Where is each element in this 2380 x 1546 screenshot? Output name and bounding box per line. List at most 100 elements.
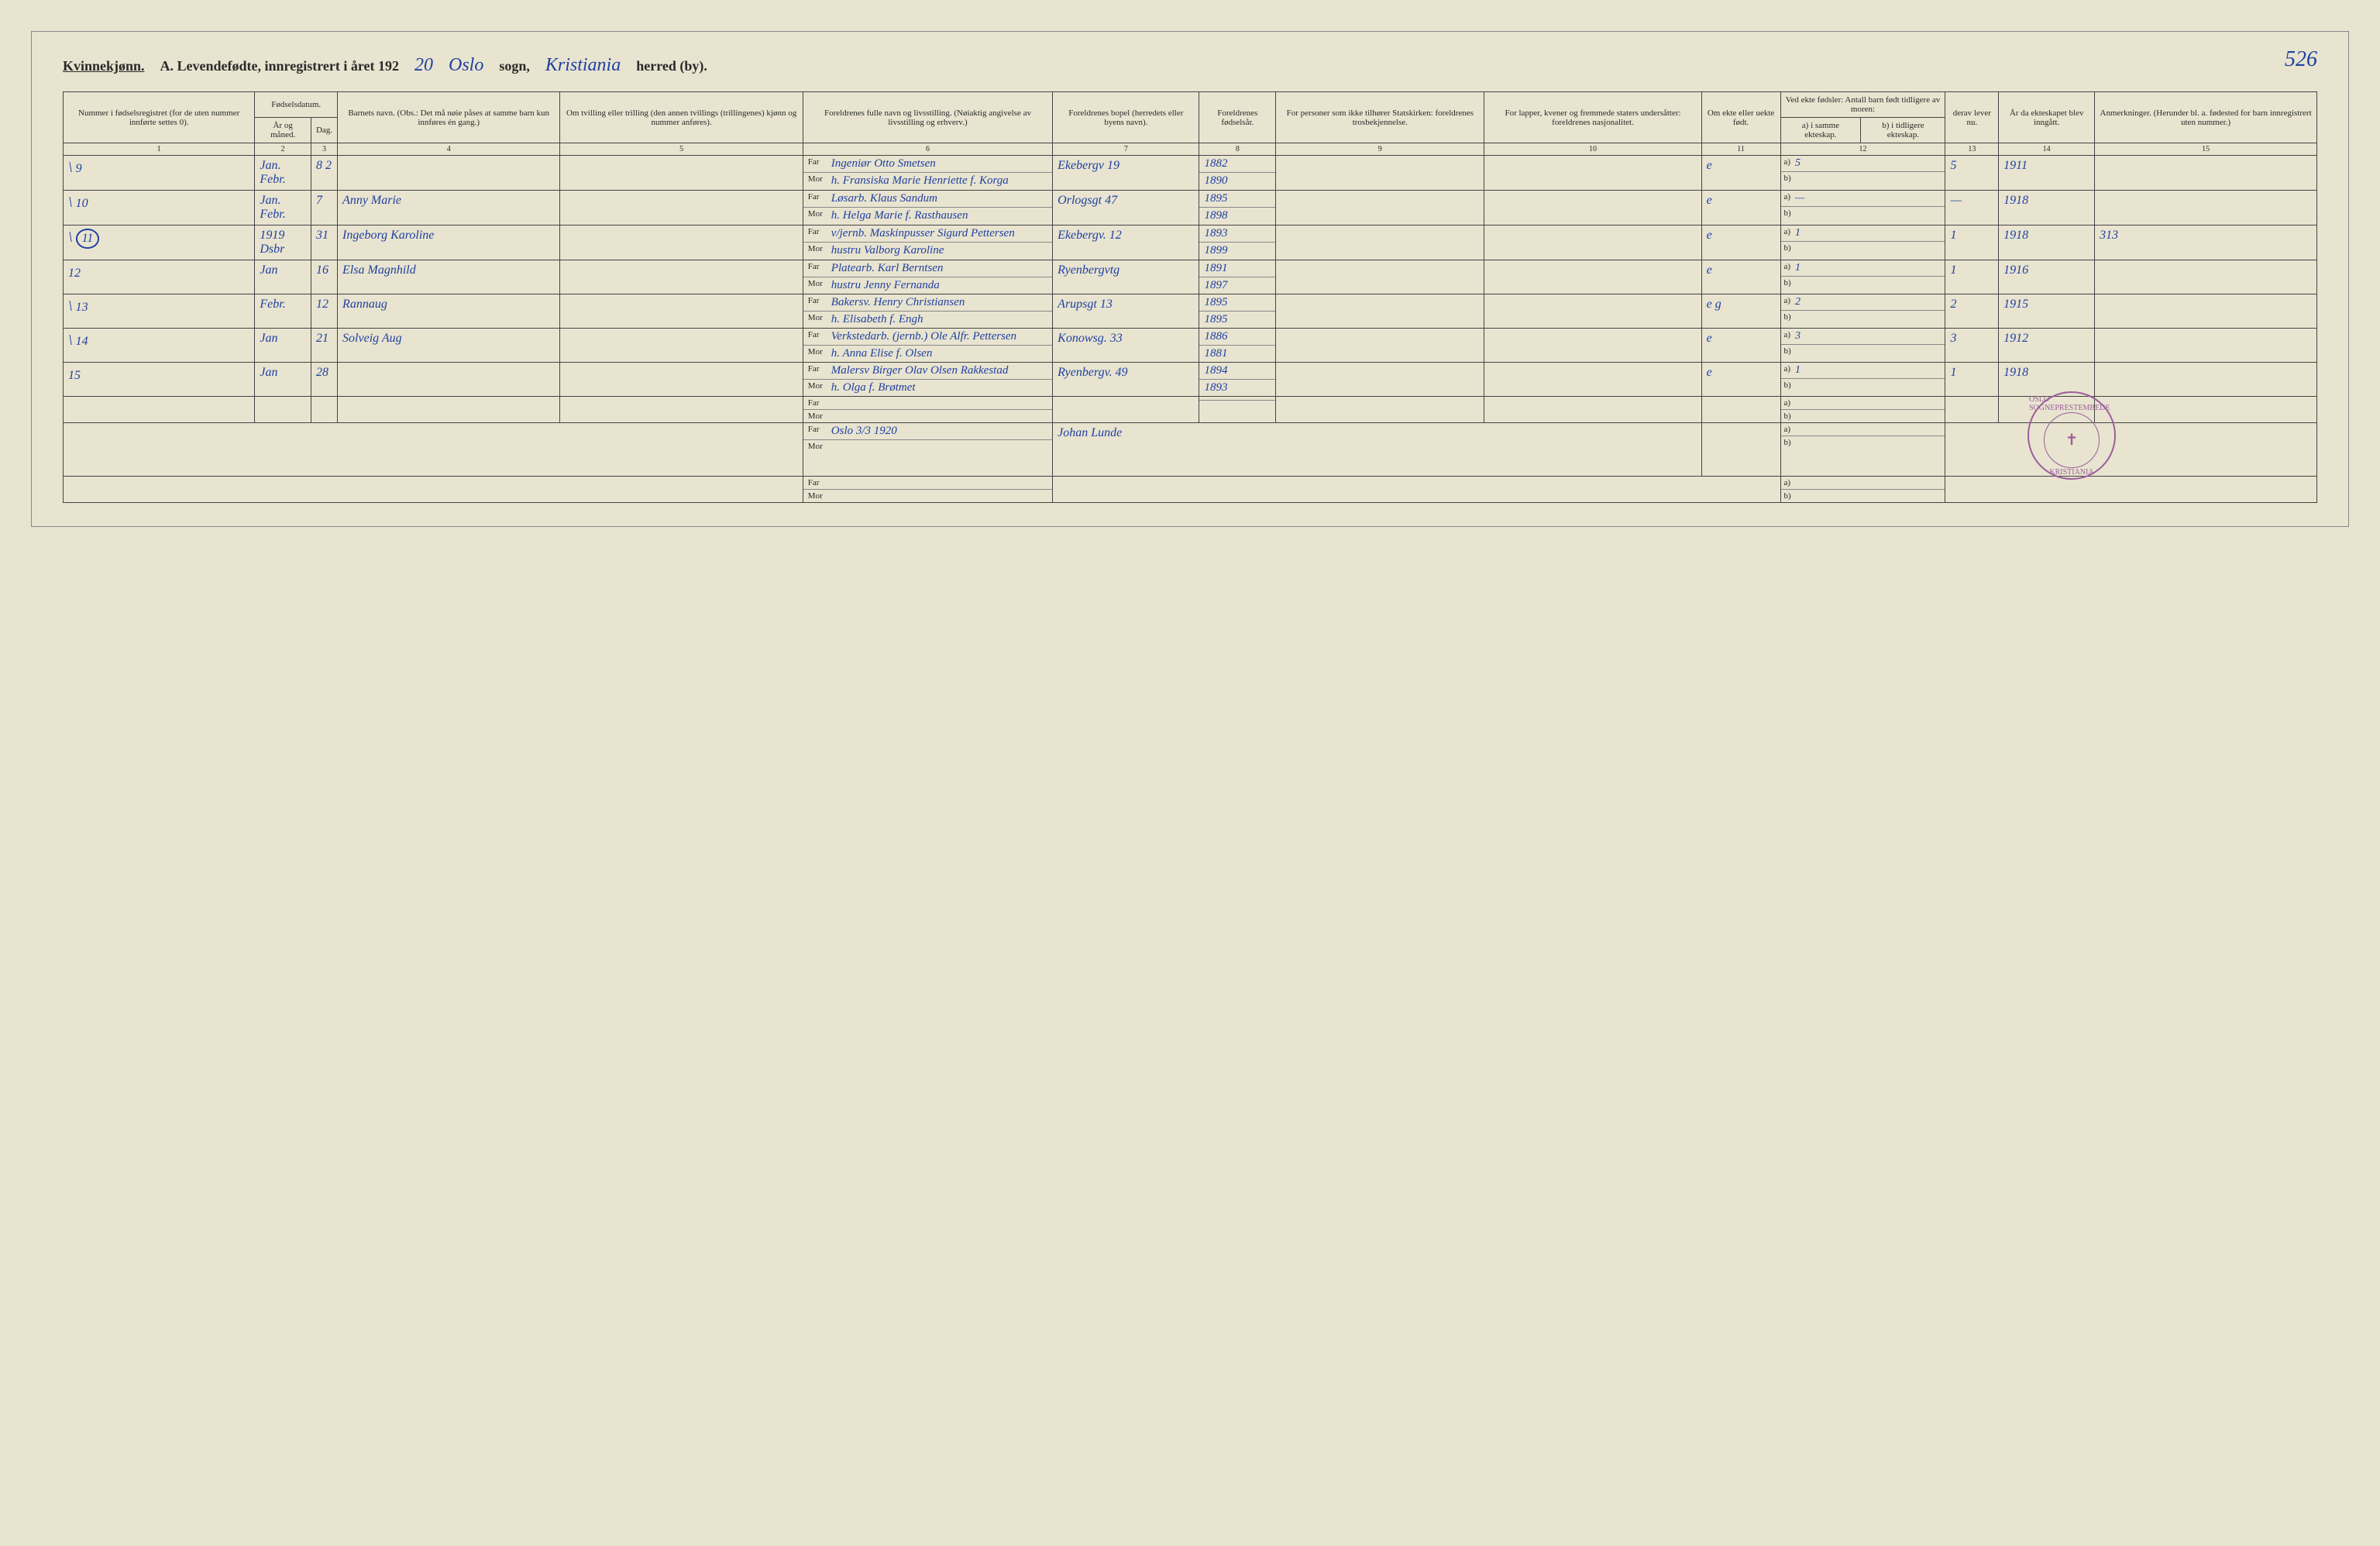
cell-marriage: 1918	[1999, 226, 2095, 260]
colnum: 5	[560, 143, 803, 156]
cell-parents: FarBakersv. Henry ChristiansenMorh. Elis…	[803, 294, 1052, 329]
far-value: Malersv Birger Olav Olsen Rakkestad	[831, 364, 1047, 377]
colnum: 14	[1999, 143, 2095, 156]
cell-bopel: Ryenbergv. 49	[1053, 363, 1199, 397]
col-7: Foreldrenes bopel (herredets eller byens…	[1053, 92, 1199, 143]
cell-ekte: e	[1701, 226, 1780, 260]
cell-parents-empty: FarOslo 3/3 1920Mor	[803, 423, 1052, 477]
cell-anm	[2095, 294, 2317, 329]
cell-rel	[1276, 363, 1484, 397]
mor-value: h. Fransiska Marie Henriette f. Korga	[831, 174, 1047, 188]
cell-num: \ 9	[64, 156, 255, 191]
colnum: 11	[1701, 143, 1780, 156]
col-2a: År og måned.	[255, 118, 311, 143]
page-header: Kvinnekjønn. A. Levendefødte, innregistr…	[63, 55, 2317, 76]
col-2b: Dag.	[311, 118, 337, 143]
sogn-value: Oslo	[449, 55, 483, 76]
cell-bopel: Orlogsgt 47	[1053, 191, 1199, 226]
far-label: Far	[808, 227, 831, 240]
cell-parents: FarMalersv Birger Olav Olsen RakkestadMo…	[803, 363, 1052, 397]
cell-day: 28	[311, 363, 337, 397]
parish-stamp: OSLO SOGNEPRESTEMBEDE ✝ KRISTIANIA	[2027, 391, 2116, 480]
title-prefix: A. Levendefødte, innregistrert i året 19…	[160, 58, 399, 74]
cell-ab: a)1b)	[1780, 226, 1945, 260]
cell-parents: FarVerkstedarb. (jernb.) Ole Alfr. Pette…	[803, 329, 1052, 363]
cell-num: \ 10	[64, 191, 255, 226]
far-value: Løsarb. Klaus Sandum	[831, 192, 1047, 205]
cell-birthyears: 18951895	[1199, 294, 1276, 329]
cell-birthyears: 18941893	[1199, 363, 1276, 397]
far-label: Far	[808, 398, 831, 408]
col-14: År da ekteskapet blev inngått.	[1999, 92, 2095, 143]
cell-marriage: 1912	[1999, 329, 2095, 363]
cell-day: 8 2	[311, 156, 337, 191]
cell-ab: a)5b)	[1780, 156, 1945, 191]
far-label: Far	[808, 330, 831, 343]
cell-num: 12	[64, 260, 255, 294]
cell-bopel: Konowsg. 33	[1053, 329, 1199, 363]
col-11: Om ekte eller uekte født.	[1701, 92, 1780, 143]
mor-value: h. Elisabeth f. Engh	[831, 313, 1047, 326]
colnum: 4	[338, 143, 560, 156]
mor-label: Mor	[808, 209, 831, 222]
cell-name	[338, 156, 560, 191]
cell-parents: Farv/jernb. Maskinpusser Sigurd Petterse…	[803, 226, 1052, 260]
cell-nat	[1484, 363, 1701, 397]
far-value: Bakersv. Henry Christiansen	[831, 296, 1047, 309]
cell-lever: 3	[1945, 329, 1999, 363]
stamp-outer-bottom: KRISTIANIA	[2049, 468, 2093, 477]
cell-anm	[2095, 363, 2317, 397]
cell-month: Febr.	[255, 294, 311, 329]
col-13: derav lever nu.	[1945, 92, 1999, 143]
table-row: 15Jan28FarMalersv Birger Olav Olsen Rakk…	[64, 363, 2317, 397]
page-number: 526	[2285, 47, 2317, 72]
cell-ab: a)1b)	[1780, 260, 1945, 294]
cell-day: 7	[311, 191, 337, 226]
cell-name: Anny Marie	[338, 191, 560, 226]
cell-bopel	[1053, 397, 1199, 423]
table-row: FarMora)b)	[64, 477, 2317, 503]
col-15: Anmerkninger. (Herunder bl. a. fødested …	[2095, 92, 2317, 143]
cell-marriage: 1916	[1999, 260, 2095, 294]
cell-bopel: Ekebergv. 12	[1053, 226, 1199, 260]
cell-day	[311, 397, 337, 423]
cell-marriage: 1918	[1999, 363, 2095, 397]
cell-bopel: Arupsgt 13	[1053, 294, 1199, 329]
cell-num: \ 13	[64, 294, 255, 329]
cell-day: 31	[311, 226, 337, 260]
cell-ab: a)3b)	[1780, 329, 1945, 363]
cell-twin	[560, 226, 803, 260]
cell-month: Jan	[255, 363, 311, 397]
col-12-top: Ved ekte fødsler: Antall barn født tidli…	[1780, 92, 1945, 118]
colnum: 10	[1484, 143, 1701, 156]
cell-lever: 1	[1945, 363, 1999, 397]
mor-value: h. Helga Marie f. Rasthausen	[831, 209, 1047, 222]
cell-num	[64, 397, 255, 423]
stamp-outer-top: OSLO SOGNEPRESTEMBEDE	[2029, 395, 2114, 412]
col-2-top: Fødselsdatum.	[255, 92, 338, 118]
cell-ekte: e	[1701, 329, 1780, 363]
cell-month	[255, 397, 311, 423]
table-row: \ 13Febr.12RannaugFarBakersv. Henry Chri…	[64, 294, 2317, 329]
cell-birthyears: 18821890	[1199, 156, 1276, 191]
cell-name	[338, 397, 560, 423]
cell-name: Elsa Magnhild	[338, 260, 560, 294]
table-body: \ 9Jan. Febr.8 2FarIngeniør Otto Smetsen…	[64, 156, 2317, 503]
cell-ekte	[1701, 397, 1780, 423]
cell-birthyears: 18951898	[1199, 191, 1276, 226]
mor-value: hustru Jenny Fernanda	[831, 279, 1047, 292]
cell-rel	[1276, 226, 1484, 260]
mor-label: Mor	[808, 174, 831, 188]
mor-value: h. Anna Elise f. Olsen	[831, 347, 1047, 360]
col-4: Barnets navn. (Obs.: Det må nøie påses a…	[338, 92, 560, 143]
colnum: 6	[803, 143, 1052, 156]
cell-birthyears: 18861881	[1199, 329, 1276, 363]
cell-rel	[1276, 294, 1484, 329]
cell-marriage: 1911	[1999, 156, 2095, 191]
col-12b: b) i tidligere ekteskap.	[1861, 118, 1945, 143]
mor-value	[831, 411, 1047, 421]
cell-parents: FarMor	[803, 397, 1052, 423]
cell-rel	[1276, 329, 1484, 363]
cell-anm	[2095, 191, 2317, 226]
cell-ab: a)—b)	[1780, 191, 1945, 226]
